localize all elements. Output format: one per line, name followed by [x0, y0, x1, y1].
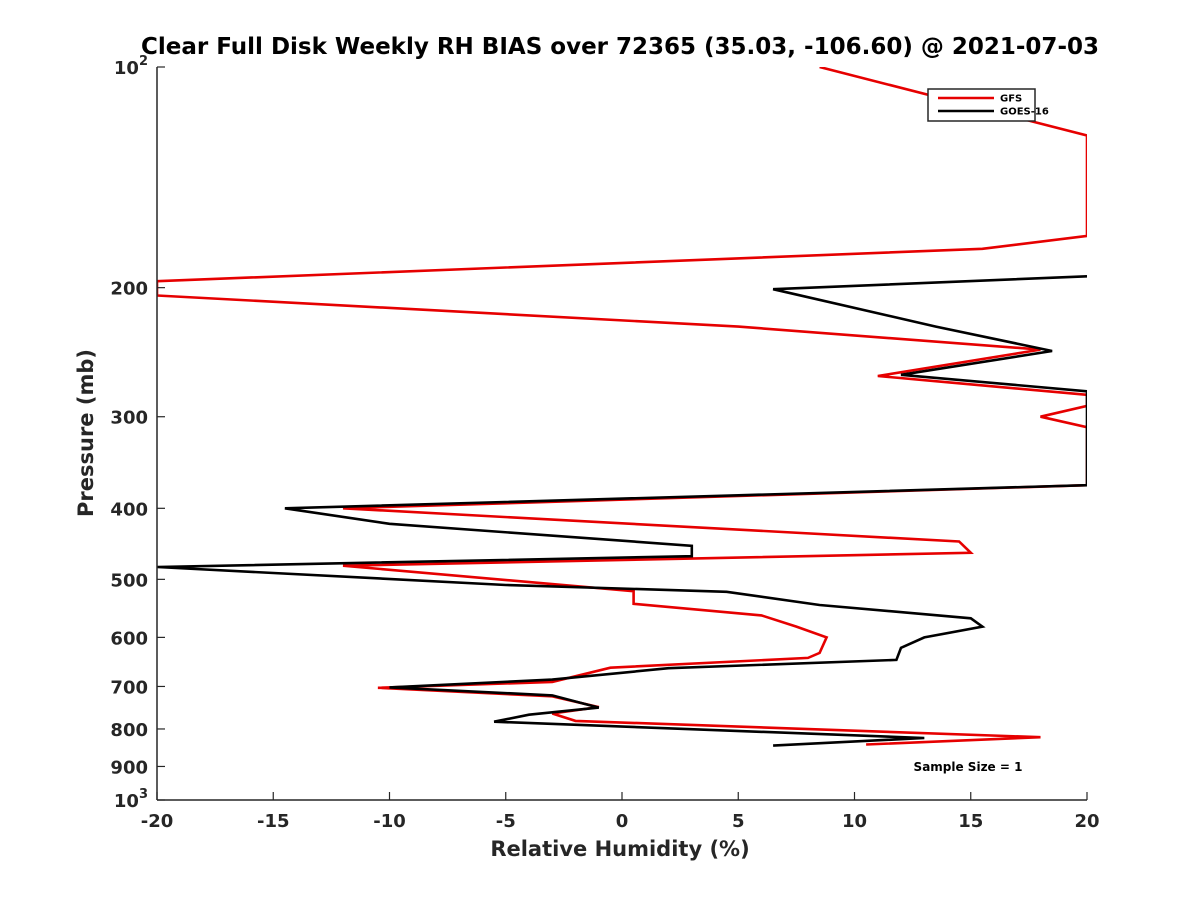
plot-area: -20 -15 -10 -5 0 5 10 15 20 102 200 300 400 500 600 700…: [110, 54, 1099, 832]
x-tick-label: 10: [842, 811, 867, 832]
y-axis-label: Pressure (mb): [74, 349, 98, 517]
x-tick-label: -5: [496, 811, 516, 832]
axes-layer: -20 -15 -10 -5 0 5 10 15 20 102 200 300 400 500 600 700…: [110, 54, 1099, 832]
legend-entry: GFS: [1000, 94, 1022, 105]
series-layer: [157, 67, 1087, 747]
y-tick-label: 900: [110, 757, 148, 778]
x-tick-label: 15: [958, 811, 983, 832]
y-tick-label: 500: [110, 570, 148, 591]
y-tick-label: 800: [110, 720, 148, 741]
y-tick-label: 102: [114, 54, 148, 79]
y-tick-label: 400: [110, 499, 148, 520]
y-tick-label: 600: [110, 628, 148, 649]
legend-entry: GOES-16: [1000, 107, 1049, 118]
y-tick-label: 700: [110, 677, 148, 698]
series-line-goes-16: [157, 275, 1087, 747]
y-tick-label: 103: [114, 787, 148, 812]
sample-size-annotation: Sample Size = 1: [914, 760, 1023, 774]
legend: GFS GOES-16: [927, 88, 1049, 122]
x-tick-label: 5: [732, 811, 745, 832]
y-tick-label: 200: [110, 279, 148, 300]
x-tick-label: -20: [141, 811, 174, 832]
chart-title: Clear Full Disk Weekly RH BIAS over 7236…: [141, 34, 1099, 60]
x-axis-label: Relative Humidity (%): [490, 837, 749, 861]
x-tick-label: -10: [373, 811, 406, 832]
x-tick-label: 0: [616, 811, 629, 832]
y-tick-label: 300: [110, 408, 148, 429]
x-tick-label: 20: [1074, 811, 1099, 832]
x-tick-label: -15: [257, 811, 290, 832]
legend-box: [927, 88, 1036, 122]
